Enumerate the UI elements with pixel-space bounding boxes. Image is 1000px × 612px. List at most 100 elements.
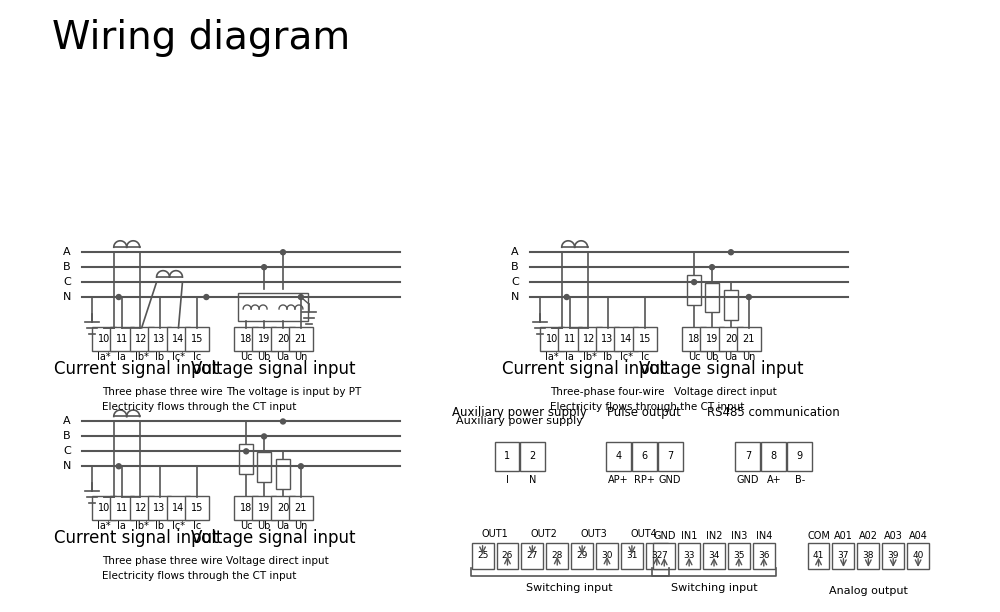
Text: 13: 13 [153, 334, 166, 344]
Text: Un: Un [294, 521, 308, 531]
FancyBboxPatch shape [185, 327, 209, 351]
Text: Ua: Ua [724, 352, 738, 362]
Text: 40: 40 [912, 551, 924, 561]
Text: A02: A02 [859, 531, 878, 541]
FancyBboxPatch shape [472, 543, 494, 569]
Circle shape [281, 419, 285, 424]
Text: 7: 7 [661, 551, 667, 561]
Text: A: A [511, 247, 519, 257]
Text: Voltage direct input: Voltage direct input [674, 387, 777, 397]
Text: Ib*: Ib* [135, 521, 149, 531]
Text: 20: 20 [277, 503, 289, 513]
Text: 34: 34 [708, 551, 720, 561]
Text: OUT1: OUT1 [481, 529, 508, 539]
Text: 11: 11 [564, 334, 576, 344]
Text: 31: 31 [626, 551, 638, 561]
FancyBboxPatch shape [257, 452, 271, 482]
Text: Voltage signal input: Voltage signal input [639, 360, 803, 378]
FancyBboxPatch shape [728, 543, 750, 569]
Text: 15: 15 [639, 334, 652, 344]
FancyBboxPatch shape [185, 496, 209, 520]
Text: Three-phase four-wire: Three-phase four-wire [550, 387, 664, 397]
Circle shape [204, 294, 209, 299]
FancyBboxPatch shape [703, 543, 725, 569]
FancyBboxPatch shape [252, 327, 276, 351]
Text: B: B [511, 262, 519, 272]
FancyBboxPatch shape [92, 327, 116, 351]
Text: RP+: RP+ [634, 476, 655, 485]
Circle shape [728, 250, 733, 255]
FancyBboxPatch shape [596, 543, 618, 569]
Text: OUT2: OUT2 [531, 529, 558, 539]
Text: IN4: IN4 [756, 531, 772, 541]
FancyBboxPatch shape [289, 496, 313, 520]
Text: Ic*: Ic* [172, 352, 185, 362]
Text: 33: 33 [683, 551, 695, 561]
FancyBboxPatch shape [130, 496, 154, 520]
Circle shape [244, 449, 249, 454]
Text: 32: 32 [651, 551, 662, 561]
FancyBboxPatch shape [907, 543, 929, 569]
Text: N: N [511, 292, 519, 302]
Circle shape [710, 264, 715, 270]
FancyBboxPatch shape [700, 327, 724, 351]
Text: Voltage signal input: Voltage signal input [191, 360, 355, 378]
Text: 2: 2 [530, 451, 536, 461]
FancyBboxPatch shape [735, 442, 760, 471]
Text: Three phase three wire: Three phase three wire [102, 556, 222, 566]
Text: 14: 14 [172, 503, 185, 513]
FancyBboxPatch shape [558, 327, 582, 351]
Text: 19: 19 [258, 503, 270, 513]
Text: IN3: IN3 [731, 531, 747, 541]
FancyBboxPatch shape [234, 327, 258, 351]
Text: GND: GND [659, 476, 681, 485]
Text: Un: Un [742, 352, 756, 362]
Text: Electricity flows through the CT input: Electricity flows through the CT input [102, 401, 296, 411]
FancyBboxPatch shape [682, 327, 706, 351]
Text: 11: 11 [116, 503, 128, 513]
Circle shape [298, 294, 303, 299]
Text: Analog output: Analog output [829, 586, 908, 595]
Text: GND: GND [737, 476, 759, 485]
Text: 38: 38 [863, 551, 874, 561]
FancyBboxPatch shape [596, 327, 619, 351]
FancyBboxPatch shape [705, 283, 719, 313]
FancyBboxPatch shape [546, 543, 568, 569]
Text: Auxiliary power supply: Auxiliary power supply [452, 406, 587, 419]
FancyBboxPatch shape [606, 442, 631, 471]
Text: 18: 18 [240, 334, 252, 344]
Text: Ua: Ua [276, 521, 290, 531]
Circle shape [281, 250, 285, 255]
Text: Current signal input: Current signal input [502, 360, 667, 378]
Text: 28: 28 [552, 551, 563, 561]
FancyBboxPatch shape [271, 327, 295, 351]
Text: Ic: Ic [641, 352, 649, 362]
Text: COM: COM [807, 531, 830, 541]
Text: 12: 12 [583, 334, 596, 344]
Text: Voltage signal input: Voltage signal input [191, 529, 355, 547]
Text: IN2: IN2 [706, 531, 722, 541]
FancyBboxPatch shape [495, 442, 519, 471]
Text: Ib: Ib [603, 352, 612, 362]
FancyBboxPatch shape [130, 327, 154, 351]
Circle shape [746, 294, 751, 299]
Text: 15: 15 [191, 503, 204, 513]
Text: RS485 communication: RS485 communication [707, 406, 840, 419]
Text: C: C [63, 277, 71, 287]
Text: IN1: IN1 [681, 531, 697, 541]
Text: Uc: Uc [688, 352, 700, 362]
Text: 13: 13 [153, 503, 166, 513]
Text: Auxiliary power supply: Auxiliary power supply [456, 417, 583, 427]
Text: 1: 1 [504, 451, 510, 461]
FancyBboxPatch shape [148, 496, 171, 520]
Text: 8: 8 [771, 451, 777, 461]
Text: 19: 19 [706, 334, 718, 344]
FancyBboxPatch shape [832, 543, 854, 569]
FancyBboxPatch shape [882, 543, 904, 569]
FancyBboxPatch shape [658, 442, 683, 471]
FancyBboxPatch shape [724, 290, 738, 320]
Text: Ia*: Ia* [97, 521, 111, 531]
Text: Current signal input: Current signal input [54, 529, 219, 547]
FancyBboxPatch shape [857, 543, 879, 569]
Text: 12: 12 [135, 503, 148, 513]
